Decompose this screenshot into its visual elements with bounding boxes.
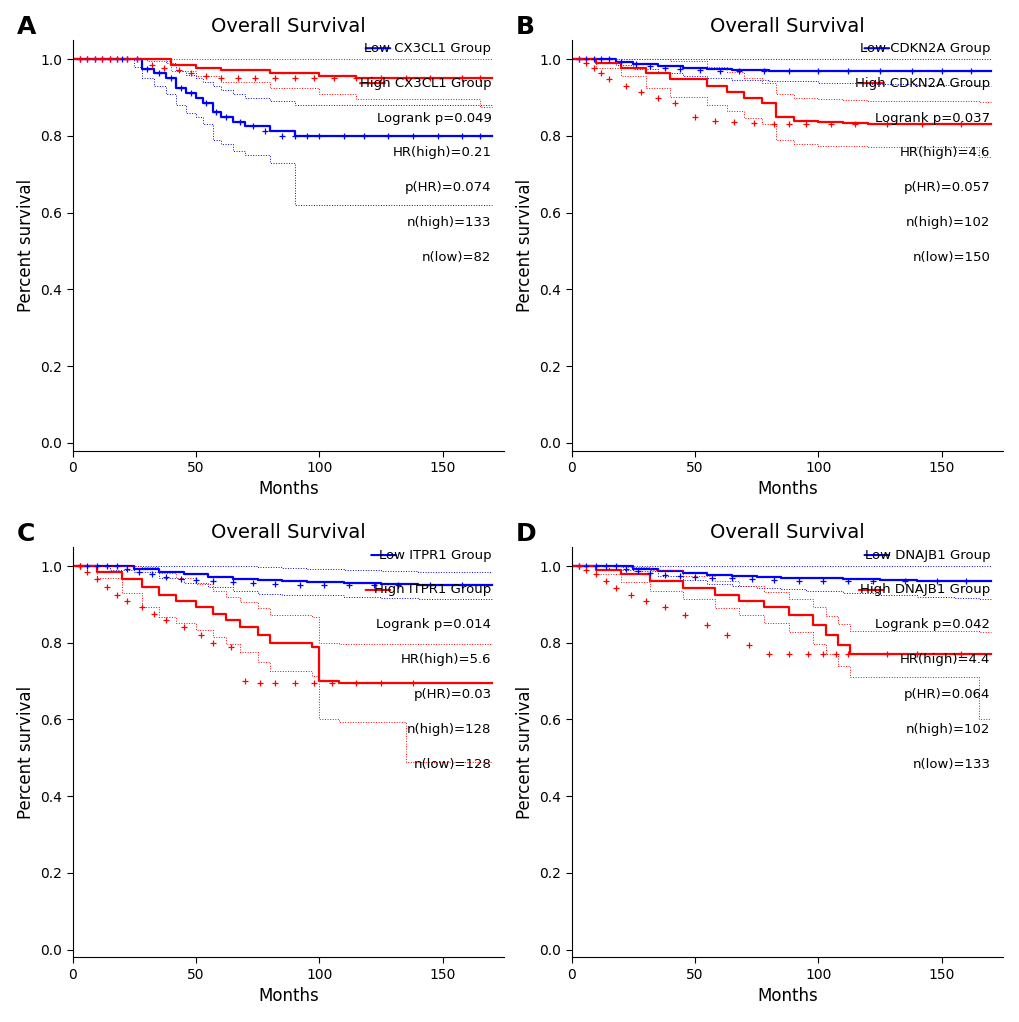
Text: n(low)=133: n(low)=133	[911, 758, 989, 771]
Text: Logrank p=0.014: Logrank p=0.014	[376, 618, 491, 632]
Title: Overall Survival: Overall Survival	[709, 16, 864, 36]
Y-axis label: Percent survival: Percent survival	[16, 179, 35, 312]
X-axis label: Months: Months	[258, 987, 319, 1006]
X-axis label: Months: Months	[258, 480, 319, 499]
Text: C: C	[16, 522, 35, 546]
Text: n(low)=82: n(low)=82	[422, 251, 491, 264]
Text: High DNAJB1 Group: High DNAJB1 Group	[859, 584, 989, 597]
Text: HR(high)=4.4: HR(high)=4.4	[899, 653, 989, 666]
Text: n(high)=128: n(high)=128	[407, 723, 491, 736]
Text: HR(high)=0.21: HR(high)=0.21	[392, 146, 491, 159]
Text: A: A	[16, 15, 36, 40]
Text: n(high)=102: n(high)=102	[905, 217, 989, 229]
Text: n(high)=102: n(high)=102	[905, 723, 989, 736]
Text: D: D	[515, 522, 536, 546]
Text: p(HR)=0.057: p(HR)=0.057	[903, 181, 989, 194]
Text: n(low)=150: n(low)=150	[912, 251, 989, 264]
X-axis label: Months: Months	[756, 480, 817, 499]
Text: High CDKN2A Group: High CDKN2A Group	[854, 77, 989, 90]
Y-axis label: Percent survival: Percent survival	[515, 686, 533, 819]
Text: Logrank p=0.037: Logrank p=0.037	[874, 111, 989, 125]
Text: High ITPR1 Group: High ITPR1 Group	[374, 584, 491, 597]
Text: Low CX3CL1 Group: Low CX3CL1 Group	[364, 42, 491, 55]
Title: Overall Survival: Overall Survival	[211, 523, 366, 543]
Text: Low ITPR1 Group: Low ITPR1 Group	[378, 549, 491, 561]
Text: p(HR)=0.064: p(HR)=0.064	[903, 688, 989, 701]
Text: High CX3CL1 Group: High CX3CL1 Group	[360, 77, 491, 90]
Text: p(HR)=0.074: p(HR)=0.074	[405, 181, 491, 194]
Text: Logrank p=0.042: Logrank p=0.042	[874, 618, 989, 632]
Text: Low CDKN2A Group: Low CDKN2A Group	[859, 42, 989, 55]
Text: Logrank p=0.049: Logrank p=0.049	[376, 111, 491, 125]
Title: Overall Survival: Overall Survival	[709, 523, 864, 543]
Y-axis label: Percent survival: Percent survival	[515, 179, 533, 312]
Text: HR(high)=5.6: HR(high)=5.6	[400, 653, 491, 666]
Text: n(high)=133: n(high)=133	[407, 217, 491, 229]
Title: Overall Survival: Overall Survival	[211, 16, 366, 36]
Text: B: B	[515, 15, 534, 40]
Text: p(HR)=0.03: p(HR)=0.03	[413, 688, 491, 701]
Y-axis label: Percent survival: Percent survival	[16, 686, 35, 819]
X-axis label: Months: Months	[756, 987, 817, 1006]
Text: Low DNAJB1 Group: Low DNAJB1 Group	[864, 549, 989, 561]
Text: n(low)=128: n(low)=128	[414, 758, 491, 771]
Text: HR(high)=4.6: HR(high)=4.6	[899, 146, 989, 159]
